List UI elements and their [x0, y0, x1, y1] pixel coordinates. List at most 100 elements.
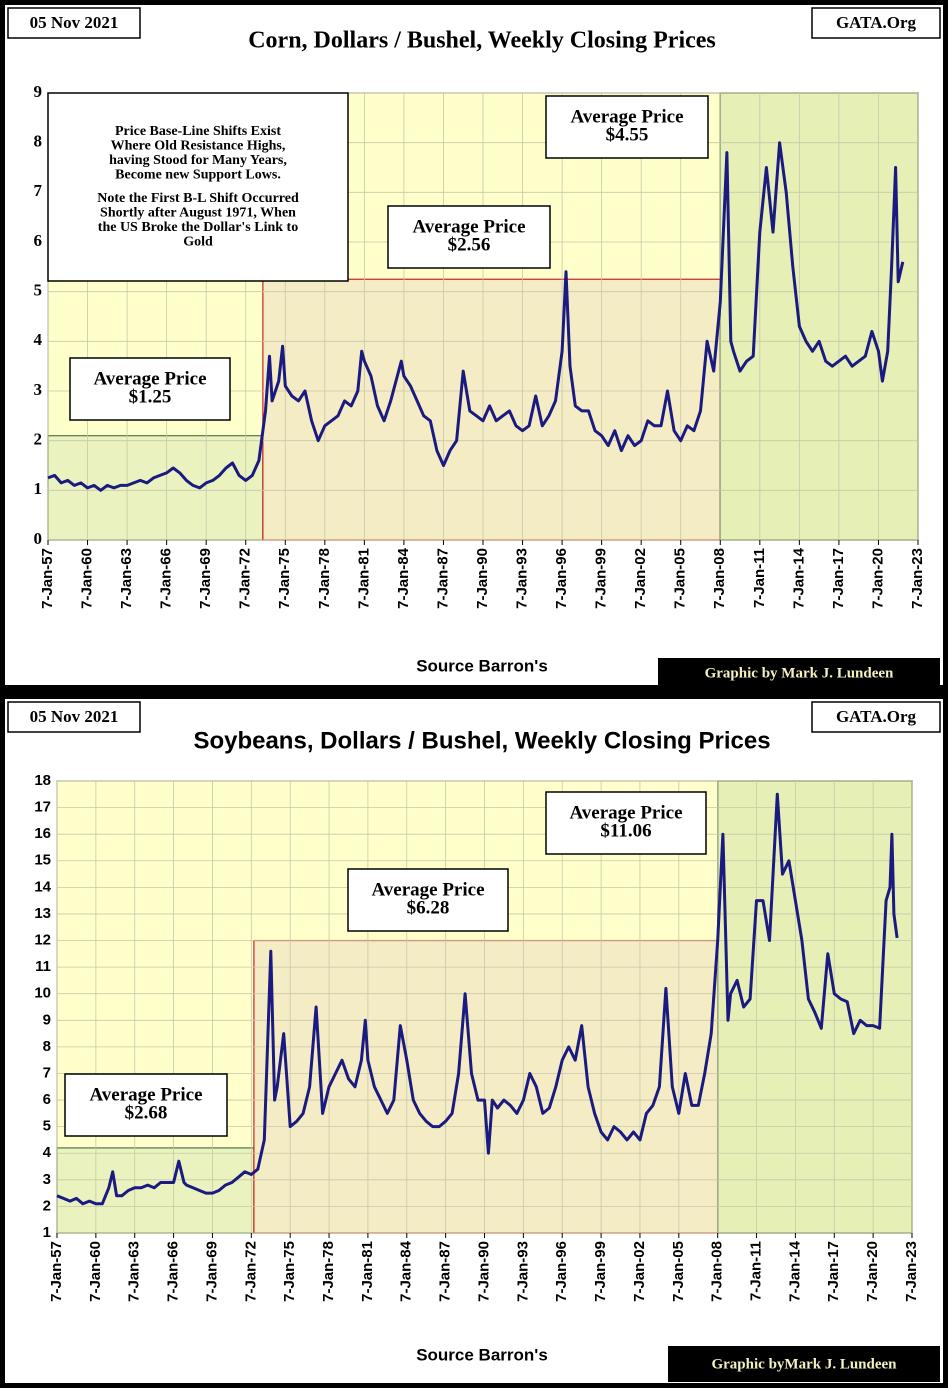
annotation-text: $6.28: [407, 897, 450, 918]
x-tick-label: 7-Jan-23: [909, 548, 926, 609]
x-tick-label: 7-Jan-75: [281, 1241, 298, 1302]
x-tick-label: 7-Jan-93: [514, 548, 531, 609]
x-tick-label: 7-Jan-66: [158, 548, 175, 609]
y-tick-label: 6: [34, 231, 43, 250]
y-tick-label: 9: [43, 1011, 51, 1028]
price-region: [719, 92, 919, 541]
y-tick-label: 1: [43, 1224, 51, 1241]
y-tick-label: 16: [34, 825, 51, 842]
x-tick-label: 7-Jan-75: [276, 548, 293, 609]
y-tick-label: 12: [34, 931, 51, 948]
y-tick-label: 9: [34, 82, 43, 101]
y-tick-label: 1: [34, 479, 43, 498]
x-tick-label: 7-Jan-72: [242, 1241, 259, 1302]
x-tick-label: 7-Jan-69: [203, 1241, 220, 1302]
y-tick-label: 13: [34, 905, 51, 922]
x-tick-label: 7-Jan-14: [790, 547, 807, 609]
x-tick-label: 7-Jan-72: [237, 548, 254, 609]
y-tick-label: 0: [34, 529, 43, 548]
source-label: Source Barron's: [416, 656, 548, 675]
annotation-text: $1.25: [129, 386, 172, 407]
credit-label: Graphic by Mark J. Lundeen: [705, 665, 894, 681]
x-tick-label: 7-Jan-14: [786, 1240, 803, 1302]
x-tick-label: 7-Jan-63: [126, 1241, 143, 1302]
y-tick-label: 7: [34, 181, 43, 200]
x-tick-label: 7-Jan-81: [359, 1241, 376, 1302]
y-tick-label: 4: [43, 1144, 52, 1161]
x-tick-label: 7-Jan-63: [118, 548, 135, 609]
x-tick-label: 7-Jan-69: [197, 548, 214, 609]
x-tick-label: 7-Jan-90: [475, 1241, 492, 1302]
price-region: [717, 780, 913, 1234]
x-tick-label: 7-Jan-93: [514, 1241, 531, 1302]
x-tick-label: 7-Jan-20: [864, 1241, 881, 1302]
price-region: [56, 1147, 255, 1234]
annotation-text: Average Price: [93, 368, 206, 389]
annotation-text: Average Price: [569, 802, 682, 823]
annotation-text: Average Price: [89, 1084, 202, 1105]
x-tick-label: 7-Jan-84: [395, 547, 412, 609]
x-tick-label: 7-Jan-17: [825, 1241, 842, 1302]
chart-title: Soybeans, Dollars / Bushel, Weekly Closi…: [193, 727, 770, 754]
annotation-box: [47, 92, 349, 282]
x-tick-label: 7-Jan-02: [632, 548, 649, 609]
annotation-box: [69, 357, 231, 421]
y-tick-label: 18: [34, 772, 51, 789]
annotation-box: [347, 868, 509, 932]
date-box: [7, 701, 141, 733]
y-tick-label: 5: [43, 1118, 51, 1135]
x-tick-label: 7-Jan-60: [79, 548, 96, 609]
y-tick-label: 3: [34, 380, 43, 399]
source-label: Source Barron's: [416, 1345, 548, 1364]
annotation-text: Average Price: [570, 106, 683, 127]
y-tick-label: 3: [43, 1171, 51, 1188]
annotation-text: Average Price: [412, 216, 525, 237]
credit-box: [658, 658, 940, 688]
annotation-text: $11.06: [600, 820, 651, 841]
x-tick-label: 7-Jan-78: [320, 1241, 337, 1302]
x-tick-label: 7-Jan-99: [592, 1241, 609, 1302]
site-box: [811, 7, 941, 39]
annotation-text: the US Broke the Dollar's Link to: [98, 220, 298, 235]
annotation-text: Average Price: [371, 879, 484, 900]
annotation-text: Where Old Resistance Highs,: [111, 139, 286, 154]
y-tick-label: 8: [43, 1038, 51, 1055]
x-tick-label: 7-Jan-05: [672, 548, 689, 609]
credit-box: [668, 1346, 940, 1382]
x-tick-label: 7-Jan-90: [474, 548, 491, 609]
site-label: GATA.Org: [836, 707, 917, 726]
x-tick-label: 7-Jan-11: [751, 548, 768, 608]
annotation-text: $2.56: [448, 234, 491, 255]
credit-label: Graphic byMark J. Lundeen: [711, 1356, 897, 1372]
y-tick-label: 6: [43, 1091, 51, 1108]
y-tick-label: 7: [43, 1064, 51, 1081]
site-label: GATA.Org: [836, 13, 917, 32]
annotation-text: Become new Support Lows.: [115, 168, 281, 183]
x-tick-label: 7-Jan-96: [553, 1241, 570, 1302]
annotation-box: [545, 791, 707, 855]
x-tick-label: 7-Jan-57: [39, 548, 56, 609]
x-tick-label: 7-Jan-81: [355, 548, 372, 609]
x-tick-label: 7-Jan-08: [709, 1241, 726, 1302]
annotation-text: $4.55: [606, 124, 649, 145]
x-tick-label: 7-Jan-23: [903, 1241, 920, 1302]
date-label: 05 Nov 2021: [30, 707, 119, 726]
y-tick-label: 8: [34, 132, 43, 151]
x-tick-label: 7-Jan-08: [711, 548, 728, 609]
price-region: [47, 435, 264, 541]
y-tick-label: 15: [34, 852, 51, 869]
annotation-box: [545, 95, 709, 159]
y-tick-label: 4: [34, 330, 43, 349]
y-tick-label: 2: [34, 430, 43, 449]
annotation-text: Note the First B-L Shift Occurred: [97, 191, 299, 206]
price-region: [253, 939, 719, 1234]
y-tick-label: 11: [35, 958, 51, 975]
x-tick-label: 7-Jan-87: [437, 1241, 454, 1302]
x-tick-label: 7-Jan-02: [631, 1241, 648, 1302]
x-tick-label: 7-Jan-84: [398, 1240, 415, 1302]
x-tick-label: 7-Jan-78: [316, 548, 333, 609]
price-line: [56, 792, 899, 1206]
x-tick-label: 7-Jan-96: [553, 548, 570, 609]
